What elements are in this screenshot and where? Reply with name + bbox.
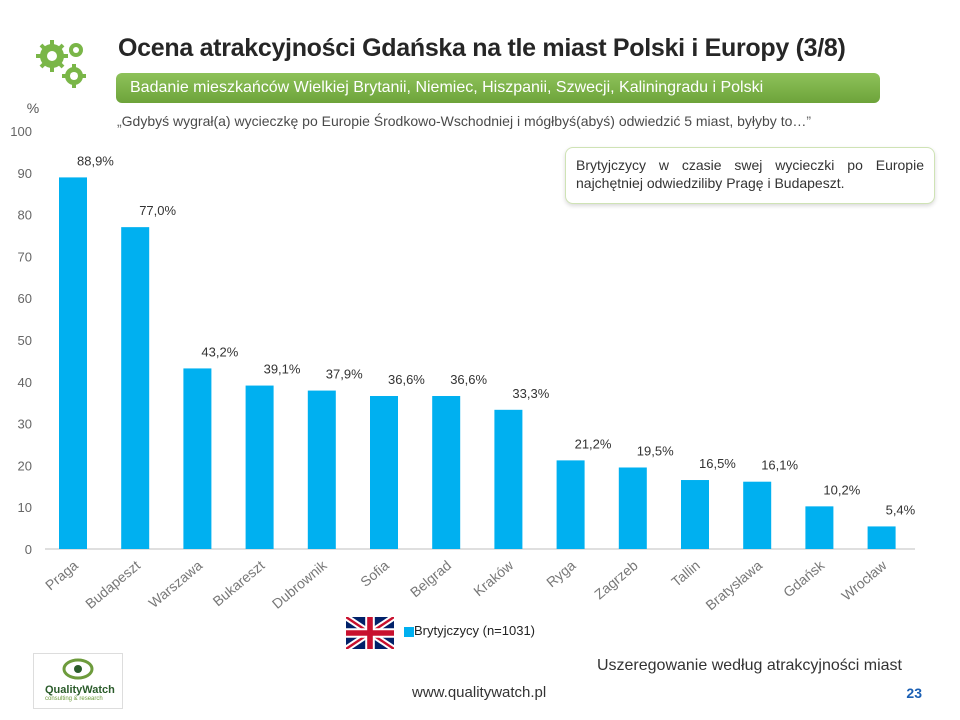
insight-note-text: Brytyjczycy w czasie swej wycieczki po E… — [576, 157, 924, 191]
bar-Wrocław — [867, 526, 896, 549]
y-tick-label: 70 — [18, 249, 32, 264]
data-label: 16,5% — [699, 456, 736, 471]
y-tick-label: 30 — [18, 417, 32, 432]
y-tick-label: 60 — [18, 291, 32, 306]
bar-Budapeszt — [121, 227, 150, 549]
data-label: 77,0% — [139, 203, 176, 218]
x-tick-label: Belgrad — [407, 557, 454, 600]
x-tick-label: Dubrownik — [269, 556, 331, 611]
x-tick-label: Sofia — [357, 557, 392, 590]
survey-question: „Gdybyś wygrał(a) wycieczkę po Europie Ś… — [117, 113, 811, 129]
x-tick-label: Bukareszt — [210, 557, 268, 609]
question-text: Gdybyś wygrał(a) wycieczkę po Europie Śr… — [121, 113, 807, 129]
website-url[interactable]: www.qualitywatch.pl — [412, 684, 547, 701]
bar-Gdańsk — [805, 506, 834, 549]
bar-Praga — [59, 177, 87, 549]
logo-text: QualityWatch — [45, 684, 115, 696]
y-axis-label: % — [27, 100, 39, 116]
y-tick-label: 80 — [18, 208, 32, 223]
sort-note: Uszeregowanie według atrakcyjności miast — [596, 657, 902, 674]
x-tick-label: Zagrzeb — [591, 557, 641, 602]
legend-swatch — [404, 627, 414, 637]
bar-Bukareszt — [245, 385, 274, 549]
y-tick-label: 20 — [18, 458, 32, 473]
bar-Warszawa — [183, 368, 212, 549]
data-label: 39,1% — [264, 362, 301, 377]
uk-flag-icon — [346, 617, 394, 649]
x-tick-label: Gdańsk — [780, 556, 828, 600]
bar-Zagrzeb — [618, 467, 647, 549]
bar-Tallin — [681, 480, 709, 549]
bar-Dubrownik — [307, 390, 336, 549]
insight-note: Brytyjczycy w czasie swej wycieczki po E… — [565, 147, 935, 204]
x-tick-label: Bratysława — [702, 557, 765, 613]
bar-Sofia — [370, 396, 398, 549]
data-label: 88,9% — [77, 153, 114, 168]
quote-close: ” — [806, 113, 812, 129]
x-tick-label: Budapeszt — [82, 557, 143, 612]
y-tick-label: 50 — [18, 333, 32, 348]
quote-open: „ — [117, 113, 122, 129]
logo-subtext: consulting & research — [45, 696, 103, 702]
y-tick-label: 10 — [18, 500, 32, 515]
bar-Ryga — [556, 460, 585, 549]
data-label: 19,5% — [637, 443, 674, 458]
legend-label: Brytyjczycy (n=1031) — [414, 623, 536, 638]
bar-Belgrad — [432, 396, 461, 549]
x-tick-label: Praga — [42, 557, 81, 593]
x-tick-label: Wrocław — [838, 556, 890, 603]
data-label: 43,2% — [201, 344, 238, 359]
x-tick-label: Kraków — [470, 556, 517, 599]
data-label: 33,3% — [512, 386, 549, 401]
page-title: Ocena atrakcyjności Gdańska na tle miast… — [118, 34, 846, 62]
y-tick-label: 90 — [18, 166, 32, 181]
data-label: 37,9% — [326, 367, 363, 382]
x-tick-label: Ryga — [543, 557, 578, 590]
data-label: 21,2% — [575, 436, 612, 451]
data-label: 10,2% — [823, 482, 860, 497]
data-label: 36,6% — [450, 372, 487, 387]
page-number: 23 — [906, 685, 922, 701]
x-tick-label: Tallin — [668, 557, 703, 590]
y-tick-label: 40 — [18, 375, 32, 390]
y-tick-label: 100 — [10, 124, 32, 139]
gears-icon — [36, 40, 86, 88]
bar-Kraków — [494, 409, 523, 549]
qualitywatch-logo — [33, 653, 123, 709]
eye-icon — [62, 658, 94, 680]
subtitle-text: Badanie mieszkańców Wielkiej Brytanii, N… — [130, 79, 764, 96]
x-tick-label: Warszawa — [145, 557, 205, 611]
data-label: 16,1% — [761, 458, 798, 473]
bar-Bratysława — [743, 481, 772, 549]
data-label: 5,4% — [886, 502, 916, 517]
data-label: 36,6% — [388, 372, 425, 387]
subtitle-banner: Badanie mieszkańców Wielkiej Brytanii, N… — [116, 73, 880, 103]
y-tick-label: 0 — [25, 542, 32, 557]
